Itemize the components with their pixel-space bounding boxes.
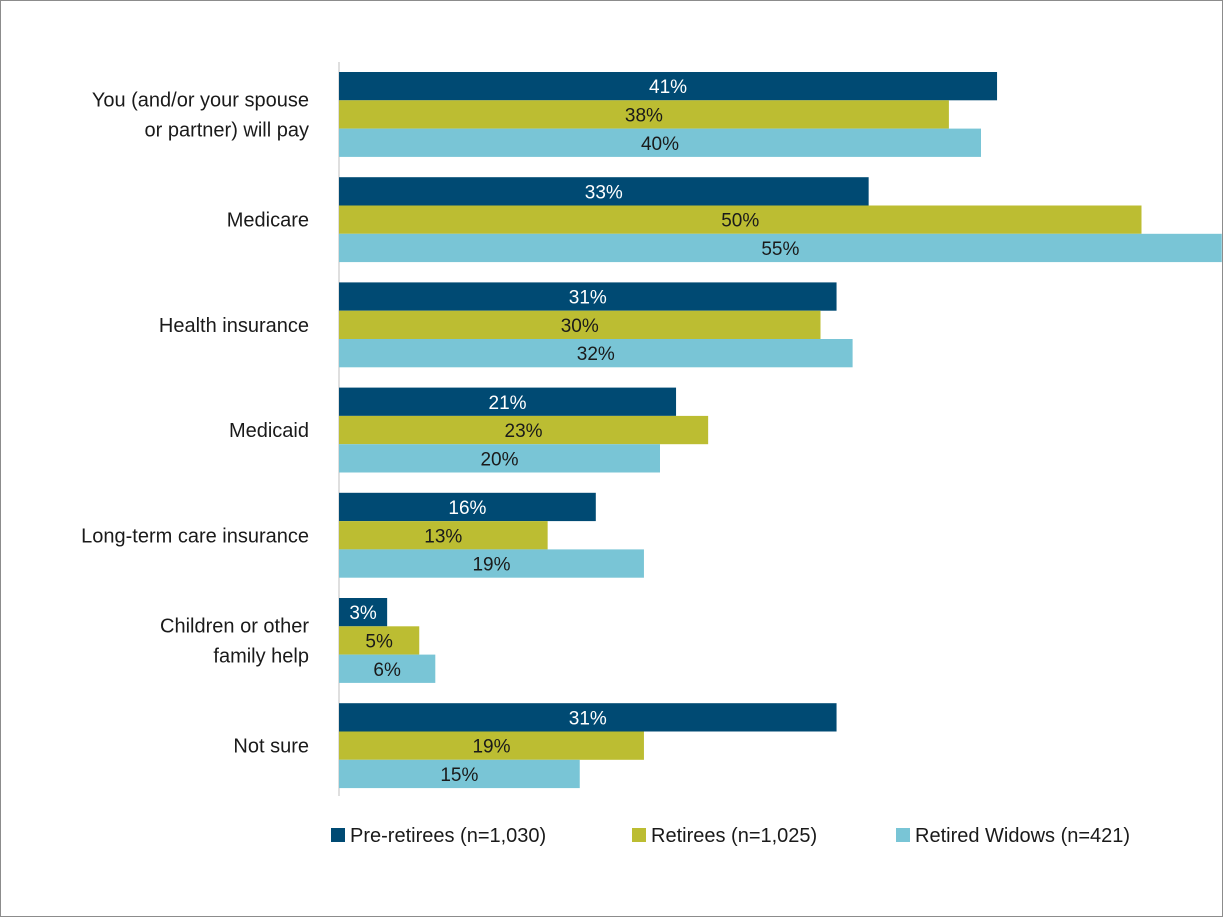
legend-label: Retirees (n=1,025) (651, 825, 817, 847)
bar-value-label: 3% (349, 603, 377, 624)
bar-value-label: 19% (472, 555, 510, 576)
bar-value-label: 40% (641, 134, 679, 155)
category-label-line: family help (213, 645, 309, 667)
category-label-line: Medicaid (229, 420, 309, 442)
bar (339, 128, 981, 157)
bar (339, 282, 837, 311)
bar (339, 598, 388, 627)
legend-label: Retired Widows (n=421) (915, 825, 1130, 847)
category-label-line: or partner) will pay (144, 119, 309, 141)
bar (339, 759, 580, 789)
bar-value-label: 15% (440, 765, 478, 786)
bar-value-label: 16% (448, 498, 486, 519)
category-label: Not sure (233, 736, 309, 758)
bar (339, 233, 1222, 263)
bar (339, 205, 1142, 234)
category-label: Medicaid (229, 420, 309, 442)
bar-value-label: 5% (365, 631, 393, 652)
bar (339, 549, 644, 578)
bar (339, 310, 821, 339)
bar-value-label: 33% (585, 182, 623, 203)
bar-value-label: 19% (472, 737, 510, 758)
bar (339, 654, 436, 683)
bar (339, 444, 660, 473)
bar (339, 177, 869, 206)
bar-value-label: 30% (561, 316, 599, 337)
bar (339, 100, 949, 129)
category-label-line: Children or other (160, 615, 309, 637)
bar-value-label: 38% (625, 105, 663, 126)
bar (339, 339, 853, 368)
bar (339, 731, 644, 760)
bar-value-label: 32% (577, 344, 615, 365)
bar (339, 387, 677, 416)
category-label-line: Long-term care insurance (81, 525, 309, 547)
bar-value-label: 50% (721, 211, 759, 232)
bar (339, 72, 998, 101)
category-label: You (and/or your spouse or partner) will … (92, 89, 309, 141)
legend-swatch (896, 828, 910, 842)
bar (339, 521, 548, 550)
category-label: Long-term care insurance (81, 525, 309, 547)
category-label: Medicare (227, 210, 309, 232)
bar (339, 492, 596, 522)
bar (339, 415, 709, 445)
bar-value-label: 31% (569, 288, 607, 309)
category-label: Children or other family help (160, 615, 309, 667)
bar-value-label: 20% (480, 449, 518, 470)
category-label-line: Medicare (227, 210, 309, 232)
bar-value-label: 13% (424, 526, 462, 547)
legend-label: Pre-retirees (n=1,030) (350, 825, 546, 847)
bar-value-label: 6% (373, 660, 401, 681)
legend-swatch (331, 828, 345, 842)
bar-value-label: 41% (649, 77, 687, 98)
legend-swatch (632, 828, 646, 842)
bar-value-label: 55% (761, 239, 799, 260)
bar (339, 703, 837, 732)
category-label: Health insurance (159, 315, 309, 337)
category-label-line: Not sure (233, 736, 309, 758)
category-label-line: Health insurance (159, 315, 309, 337)
bar-value-label: 23% (505, 421, 543, 442)
bar (339, 626, 420, 655)
bar-value-label: 21% (489, 393, 527, 414)
category-label-line: You (and/or your spouse (92, 89, 309, 111)
bar-value-label: 31% (569, 708, 607, 729)
